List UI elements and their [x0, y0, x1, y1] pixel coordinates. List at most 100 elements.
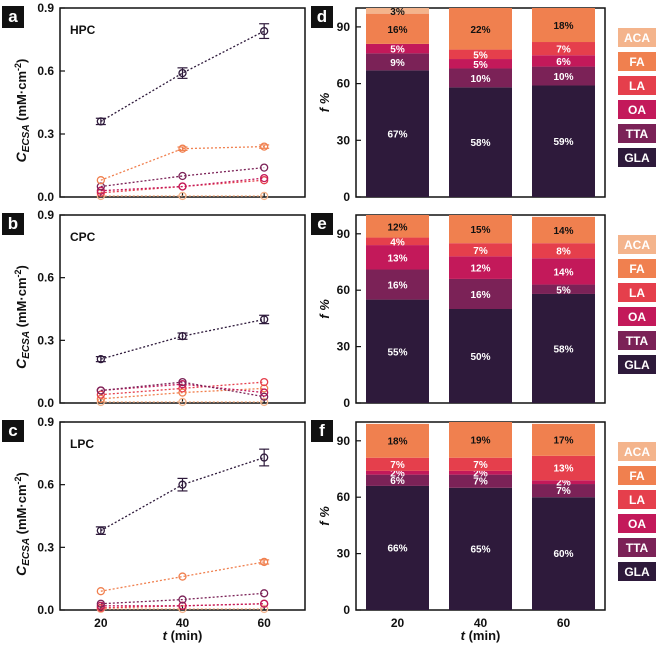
bar-label-fa: 16% [387, 25, 407, 36]
panel-letter: d [317, 7, 327, 26]
bar-segment-gla-60 [532, 293, 595, 403]
panel-letter-box [2, 420, 24, 442]
bar-label-oa: 13% [387, 253, 407, 264]
y-tick-label: 30 [337, 547, 351, 561]
bar-segment-tta-60 [532, 484, 595, 498]
bar-segment-tta-20 [366, 474, 429, 486]
bar-label-la: 7% [390, 460, 405, 471]
sample-label: CPC [70, 230, 96, 244]
legend-label-gla: GLA [624, 358, 650, 372]
data-point-gla-40 [178, 332, 187, 341]
bar-label-oa: 2% [390, 468, 405, 479]
y-tick-label: 60 [337, 490, 351, 504]
legend-label-gla: GLA [624, 565, 650, 579]
legend-label-la: LA [629, 79, 645, 93]
bar-label-tta: 7% [556, 486, 571, 497]
y-axis-title-part: -2 [13, 476, 23, 484]
bar-segment-gla-60 [532, 85, 595, 197]
panel-letter-box [2, 213, 24, 235]
y-axis-title: CECSA (mM·cm-2) [13, 472, 32, 576]
y-tick-label: 60 [337, 283, 351, 297]
panel-letter: f [319, 421, 325, 440]
plot-frame [59, 7, 306, 198]
bar-label-gla: 50% [470, 352, 490, 363]
data-point-gla-40 [178, 68, 187, 78]
bar-label-tta: 16% [470, 290, 490, 301]
bar-segment-oa-20 [366, 245, 429, 270]
y-tick-label: 90 [337, 20, 351, 34]
data-point-fa-20 [96, 394, 105, 403]
bar-label-tta: 10% [470, 74, 490, 85]
bar-label-fa: 14% [553, 226, 573, 237]
data-point-gla-40 [178, 480, 187, 489]
legend-label-la: LA [629, 286, 645, 300]
bar-segment-tta-40 [449, 68, 512, 88]
y-axis-title: f % [317, 299, 332, 319]
y-axis-title-part: -2 [13, 63, 23, 71]
legend-label-fa: FA [629, 55, 645, 69]
y-tick-label: 0.0 [37, 190, 54, 204]
bar-segment-gla-40 [449, 487, 512, 610]
data-point-tta-60 [260, 163, 269, 172]
data-point-aca-40 [178, 191, 187, 201]
bar-segment-tta-60 [532, 66, 595, 86]
bar-segment-fa-40 [449, 422, 512, 458]
data-point-gla-60 [260, 315, 269, 324]
y-tick-label: 0.9 [37, 208, 54, 222]
y-tick-label: 0.6 [37, 478, 54, 492]
data-point-fa-40 [178, 572, 187, 581]
y-tick-label: 0 [343, 603, 350, 617]
legend-swatch-aca [618, 442, 656, 461]
data-point-oa-60 [260, 173, 269, 183]
data-point-gla-60 [260, 26, 269, 36]
bar-segment-la-60 [532, 42, 595, 56]
data-point-la-40 [178, 384, 187, 393]
data-point-aca-40 [178, 397, 187, 407]
x-axis-title: t (min) [461, 628, 501, 643]
bar-segment-la-40 [449, 243, 512, 257]
legend-swatch-aca [618, 28, 656, 47]
legend-label-aca: ACA [624, 238, 650, 252]
y-tick-label: 0 [343, 396, 350, 410]
bar-label-fa: 15% [470, 225, 490, 236]
bar-segment-fa-60 [532, 216, 595, 244]
legend-label-tta: TTA [626, 334, 649, 348]
bar-segment-la-60 [532, 243, 595, 259]
y-tick-label: 0.0 [37, 603, 54, 617]
y-axis-title-part: ) [14, 472, 29, 476]
y-axis-title: f % [317, 92, 332, 112]
y-tick-label: 0.3 [37, 540, 54, 554]
data-point-tta-40 [178, 171, 187, 181]
bar-segment-gla-20 [366, 70, 429, 197]
bar-segment-tta-40 [449, 474, 512, 488]
legend-label-aca: ACA [624, 445, 650, 459]
bar-label-aca: 3% [390, 7, 405, 18]
series-line-oa [100, 383, 265, 394]
legend-label-gla: GLA [624, 151, 650, 165]
legend-swatch-fa [618, 52, 656, 71]
bar-segment-la-40 [449, 457, 512, 471]
panel-letter: a [8, 7, 18, 26]
line-panel-b: 0.0 0.3 0.6 0.9 b CPC CECSA (mM·cm-2) [2, 208, 306, 410]
legend-swatch-oa [618, 514, 656, 533]
x-tick-label: 20 [94, 616, 108, 630]
bar-segment-gla-40 [449, 309, 512, 403]
series-line-fa [100, 561, 265, 592]
y-tick-label: 0.6 [37, 64, 54, 78]
series-line-oa [100, 603, 265, 607]
data-point-fa-60 [260, 384, 269, 393]
legend-swatch-oa [618, 307, 656, 326]
series-line-la [100, 381, 265, 396]
data-point-tta-60 [260, 392, 269, 401]
bar-segment-gla-20 [366, 299, 429, 403]
x-tick-label: 40 [176, 616, 190, 630]
bar-label-gla: 59% [553, 137, 573, 148]
data-point-tta-20 [96, 182, 105, 191]
y-axis-title-part: ) [14, 59, 29, 63]
y-tick-label: 0.0 [37, 396, 54, 410]
sample-label: LPC [70, 437, 94, 451]
bar-segment-tta-40 [449, 278, 512, 309]
y-axis-title-part: ECSA [21, 331, 32, 359]
bar-label-tta: 16% [387, 281, 407, 292]
panel-letter-box [311, 420, 333, 442]
